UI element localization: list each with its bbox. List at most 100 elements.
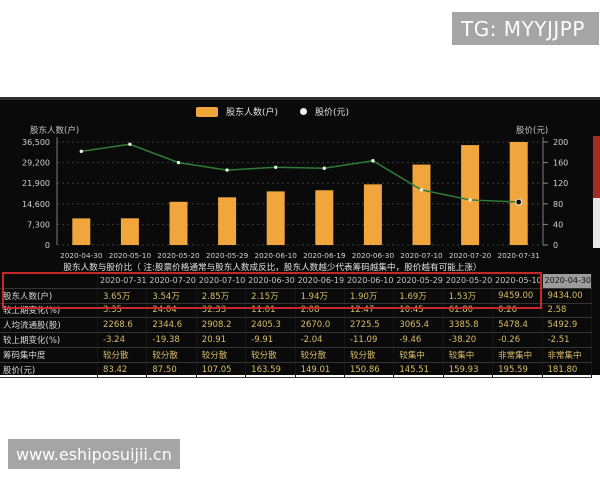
right-axis-title: 股价(元) (516, 126, 549, 136)
row-label: 股价(元) (0, 362, 98, 378)
table-cell: -0.26 (492, 332, 543, 348)
table-cell: 较分散 (196, 347, 247, 363)
table-cell: 181.80 (542, 362, 593, 378)
table-cell: 2344.6 (146, 317, 197, 334)
table-header-cell: 2020-05-20 (443, 274, 494, 289)
table-cell: 较分散 (146, 347, 197, 363)
table-cell: 5478.4 (492, 317, 543, 334)
table-note: 股东人数与股价比（ 注:股票价格通常与股东人数成反比，股东人数越少代表筹码越集中… (63, 263, 482, 273)
table-cell: 150.86 (344, 362, 395, 378)
table-cell: 159.93 (443, 362, 494, 378)
svg-text:160: 160 (553, 159, 568, 168)
svg-text:2020-07-20: 2020-07-20 (449, 251, 492, 260)
table-cell: 较分散 (344, 347, 395, 363)
table-row: 股价(元) 83.42 87.50 107.05 163.59 149.01 150.86 1… (0, 362, 593, 378)
table-cell: 61.80 (443, 303, 494, 319)
row-label: 人均流通股(股) (0, 317, 98, 334)
svg-text:2020-06-10: 2020-06-10 (254, 251, 297, 260)
table-cell: 0.26 (492, 303, 543, 319)
table-cell: -9.46 (393, 332, 444, 348)
table-cell: 2.85万 (196, 288, 247, 304)
table-header-cell: 2020-06-10 (344, 274, 395, 289)
table-header-cell: 2020-07-31 (97, 274, 148, 289)
svg-text:2020-04-30: 2020-04-30 (60, 251, 103, 260)
svg-text:2020-06-19: 2020-06-19 (303, 251, 346, 260)
table-cell: 2725.5 (344, 317, 395, 334)
shareholder-table: 2020-07-31 2020-07-20 2020-07-10 2020-06-30… (0, 274, 593, 378)
table-cell: 1.94万 (295, 288, 345, 304)
table-cell: 24.04 (146, 303, 197, 319)
table-cell: 1.53万 (443, 288, 494, 304)
table-cell: 2405.3 (245, 317, 296, 334)
table-cell: 3385.8 (443, 317, 494, 334)
bar-legend-swatch-icon (195, 106, 218, 117)
svg-text:200: 200 (553, 138, 568, 147)
svg-text:29,200: 29,200 (22, 159, 50, 168)
svg-text:2020-05-20: 2020-05-20 (157, 251, 200, 260)
table-cell: 2908.2 (196, 317, 247, 334)
tg-watermark-label: TG: MYYJJPP (452, 12, 599, 45)
table-header-row: 2020-07-31 2020-07-20 2020-07-10 2020-06-30… (0, 274, 593, 289)
svg-text:2020-05-10: 2020-05-10 (109, 251, 152, 260)
table-cell: 3.54万 (146, 288, 197, 304)
table-row: 较上期变化(%) 3.35 24.04 32.33 11.01 2.08 12.47 10.4… (0, 303, 593, 319)
table-cell: 9434.00 (542, 288, 593, 304)
table-cell: 163.59 (245, 362, 296, 378)
table-row: 股东人数(户) 3.65万 3.54万 2.85万 2.15万 1.94万 1.90万 1.6… (0, 288, 593, 304)
red-highlight-box (2, 272, 542, 309)
table-cell: 较分散 (295, 347, 345, 363)
table-cell: 较集中 (443, 347, 494, 363)
row-label: 筹码集中度 (0, 347, 98, 363)
scrollbar-red-segment (593, 136, 600, 198)
table-cell: 非常集中 (542, 347, 593, 363)
table-cell: 2670.0 (295, 317, 345, 334)
table-cell: 11.01 (245, 303, 296, 319)
table-row: 人均流通股(股) 2268.6 2344.6 2908.2 2405.3 2670.0 27… (0, 317, 593, 334)
row-label: 较上期变化(%) (0, 332, 98, 348)
table-cell: 107.05 (196, 362, 247, 378)
legend-label-holders: 股东人数(户) (225, 108, 278, 118)
table-cell: 149.01 (295, 362, 345, 378)
table-row: 筹码集中度 较分散 较分散 较分散 较分散 较分散 较分散 较集中 较集中 非常集中 非常集中 (0, 347, 593, 363)
table-cell: -19.38 (146, 332, 197, 348)
table-cell: -11.09 (344, 332, 395, 348)
table-cell: 12.47 (344, 303, 395, 319)
table-cell: 2.08 (295, 303, 345, 319)
table-cell: 20.91 (196, 332, 247, 348)
left-axis-title: 股东人数(户) (30, 126, 80, 136)
table-cell: 5492.9 (542, 317, 593, 334)
table-cell: 3.35 (97, 303, 148, 319)
table-cell: 2.15万 (245, 288, 296, 304)
svg-text:36,500: 36,500 (22, 138, 50, 147)
row-label: 较上期变化(%) (0, 303, 98, 319)
svg-text:2020-05-29: 2020-05-29 (206, 251, 249, 260)
table-row: 较上期变化(%) -3.24 -19.38 20.91 -9.91 -2.04 -11.09… (0, 332, 593, 348)
chart-legend: 股东人数(户) 股价(元) (0, 105, 545, 118)
table-header-cell: 2020-07-20 (146, 274, 197, 289)
scrollbar-white-segment (593, 198, 600, 248)
table-cell: 32.33 (196, 303, 247, 319)
stock-app-panel: 股东人数(户) 股价(元) 股东人数(户) 股价(元) 36,500 200 29,… (0, 97, 600, 378)
svg-text:2020-06-30: 2020-06-30 (352, 251, 395, 260)
table-cell: 2.58 (542, 303, 593, 319)
row-label: 股东人数(户) (0, 288, 98, 304)
table-cell: 3.65万 (97, 288, 148, 304)
svg-text:120: 120 (553, 179, 568, 188)
table-cell: 2268.6 (97, 317, 148, 334)
svg-text:80: 80 (553, 200, 563, 209)
site-watermark-label: www.eshiposuijii.cn (8, 439, 180, 469)
shareholder-price-chart: 36,500 200 29,200 160 21,900 120 14,600 80 7,300… (22, 137, 568, 260)
svg-text:2020-07-31: 2020-07-31 (497, 251, 539, 260)
svg-text:40: 40 (553, 220, 563, 229)
table-cell: -3.24 (97, 332, 148, 348)
table-cell: 10.45 (393, 303, 444, 319)
svg-text:7,300: 7,300 (27, 220, 50, 229)
table-cell: -2.51 (542, 332, 593, 348)
table-header-cell: 2020-06-30 (245, 274, 296, 289)
table-header-cell: 2020-07-10 (196, 274, 247, 289)
table-cell: 87.50 (146, 362, 197, 378)
table-cell: 较分散 (245, 347, 296, 363)
line-legend-dot-icon (300, 108, 307, 115)
svg-text:0: 0 (553, 241, 558, 250)
